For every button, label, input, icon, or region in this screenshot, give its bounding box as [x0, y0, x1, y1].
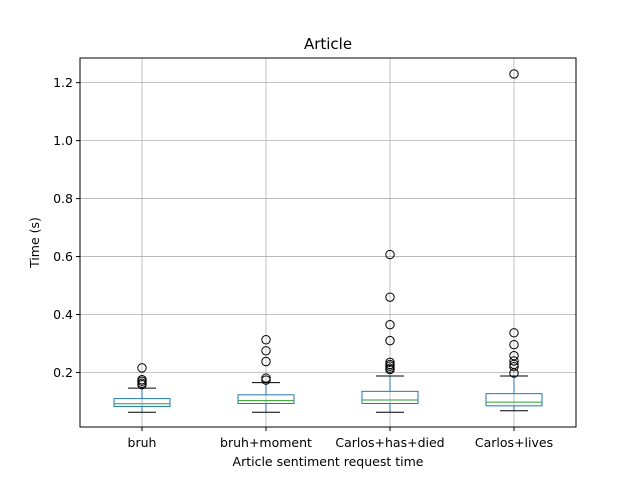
- x-tick-label: Carlos+has+died: [335, 435, 444, 450]
- chart-title: Article: [304, 35, 352, 53]
- outlier-point: [509, 356, 519, 366]
- x-tick-label: bruh+moment: [220, 435, 312, 450]
- outlier-point: [509, 69, 519, 79]
- outlier-point: [385, 319, 395, 330]
- y-tick-label: 1.0: [53, 133, 73, 148]
- iqr-box: [237, 394, 295, 405]
- outlier-point: [137, 375, 147, 385]
- box-bruh-moment: [237, 335, 295, 413]
- box-carlos-has-died: [361, 249, 419, 413]
- outlier-point: [261, 373, 271, 383]
- outlier-point: [261, 346, 271, 356]
- outlier-point: [509, 350, 519, 361]
- iqr-box: [361, 390, 419, 405]
- y-tick-label: 0.8: [53, 191, 73, 206]
- axis-ticks: 0.2 0.4 0.6 0.8 1.0 1.2 bruh bruh+moment Carlos+…: [53, 75, 553, 450]
- outlier-point: [385, 249, 395, 260]
- iqr-box: [485, 393, 543, 407]
- outlier-point: [509, 328, 519, 338]
- outlier-point: [385, 335, 395, 346]
- outlier-point: [509, 339, 519, 350]
- outlier-point: [137, 363, 147, 373]
- y-tick-label: 1.2: [53, 75, 73, 90]
- y-axis-label: Time (s): [27, 217, 42, 269]
- outlier-point: [385, 357, 395, 368]
- box-carlos-lives: [485, 69, 543, 412]
- y-tick-label: 0.6: [53, 249, 73, 264]
- box-bruh: [113, 363, 171, 413]
- x-tick-label: bruh: [128, 435, 157, 450]
- outlier-point: [261, 356, 271, 367]
- outlier-point: [261, 335, 271, 345]
- outlier-point: [509, 362, 519, 372]
- y-tick-label: 0.2: [53, 365, 73, 380]
- x-axis-label: Article sentiment request time: [233, 454, 424, 469]
- grid-lines: [80, 58, 576, 427]
- plot-area-frame: [79, 57, 577, 428]
- outlier-point: [385, 292, 395, 302]
- box-series: [113, 69, 543, 413]
- x-tick-label: Carlos+lives: [475, 435, 553, 450]
- iqr-box: [113, 398, 171, 407]
- y-tick-label: 0.4: [53, 307, 73, 322]
